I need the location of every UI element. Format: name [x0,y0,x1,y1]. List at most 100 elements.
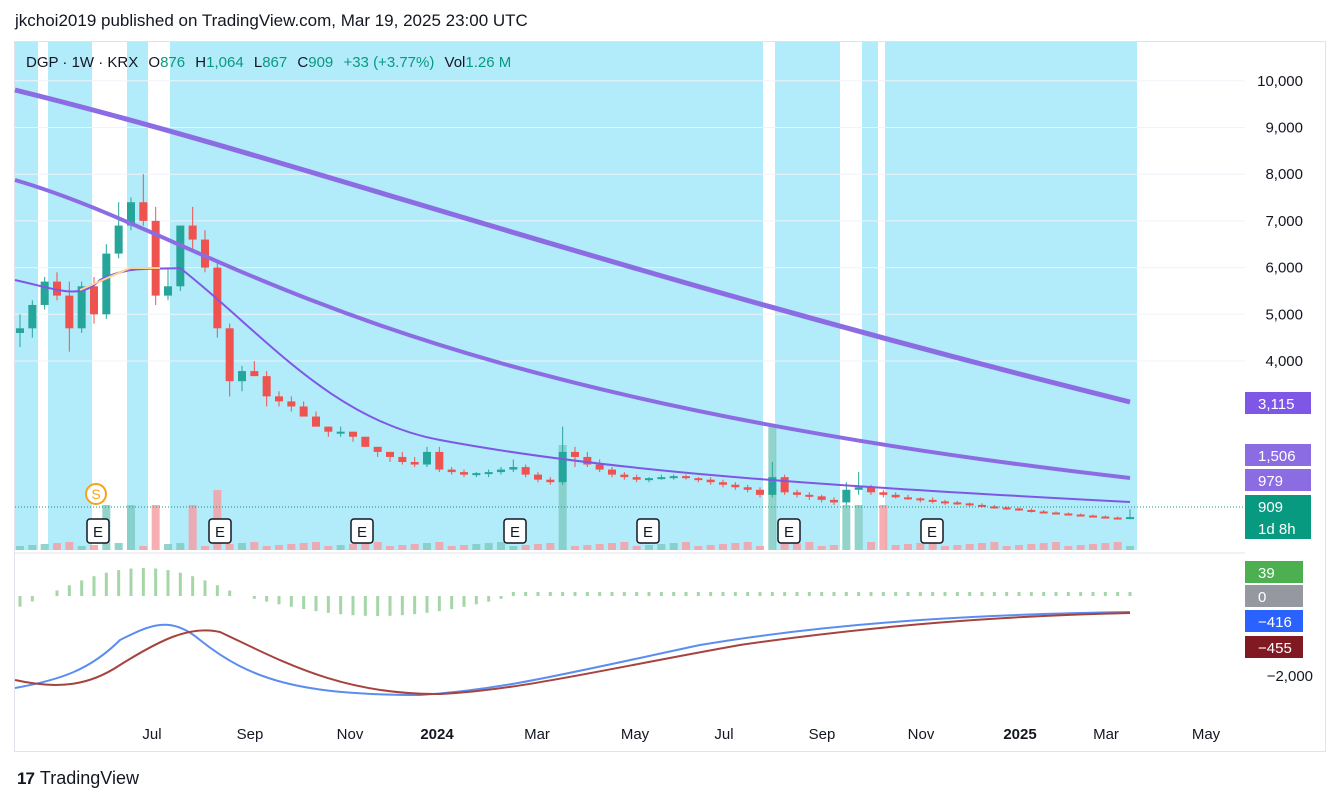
volume-bar-56 [706,545,715,550]
candle-body-59 [743,487,752,490]
volume-label: Vol [444,54,466,71]
close-label: C [297,54,309,71]
volume-bar-19 [250,542,259,550]
volume-bar-1 [28,545,37,550]
candle-body-2 [40,281,49,305]
volume-bar-69 [867,542,875,550]
volume-bar-82 [1027,544,1036,550]
candle-body-31 [398,456,407,462]
candle-body-41 [521,467,530,475]
candle-body-55 [694,478,703,481]
volume-bar-37 [472,544,481,550]
earnings-marker-box-5 [777,518,801,544]
macd-tag-2: −416 [1258,614,1292,631]
x-tick-2: Nov [337,726,364,743]
earnings-marker-box-4 [636,518,660,544]
band-4 [775,42,840,550]
volume-bar-59 [743,542,752,550]
candle-body-22 [287,401,296,407]
volume-bar-10 [139,546,148,550]
volume-bar-67 [842,505,851,550]
band-3 [170,42,763,550]
earnings-marker-3: E [510,524,520,541]
earnings-marker-box-3 [503,518,527,544]
candle-body-83 [1039,511,1048,514]
candle-body-34 [435,451,444,470]
volume-bar-70 [879,505,888,550]
candle-body-54 [682,476,690,479]
candle-body-85 [1064,513,1073,516]
candle-body-6 [90,286,98,315]
y-tick-3: 7,000 [1265,213,1303,230]
candle-body-42 [534,474,542,480]
volume-bar-74 [928,542,937,550]
candle-body-29 [373,446,382,452]
volume-bar-42 [534,544,542,550]
earnings-marker-box-0 [86,518,110,544]
earnings-marker-1: E [215,524,225,541]
y-tick-2: 8,000 [1265,166,1303,183]
volume-bar-27 [349,544,357,550]
volume-bar-20 [262,546,271,550]
candle-body-81 [1015,508,1023,511]
candle-body-51 [645,478,653,481]
volume-bar-40 [509,546,518,550]
volume-bar-73 [916,543,925,550]
macd-tag-3: −455 [1258,640,1292,657]
symbol-legend: DGP · 1W · KRX O876 H1,064 L867 C909 +33… [26,54,511,71]
volume-bar-26 [336,545,345,550]
volume-bar-13 [176,543,185,550]
tradingview-logo-icon: 17 [17,768,35,788]
volume-bar-22 [287,544,296,550]
candle-body-0 [16,328,24,333]
volume-bar-3 [53,543,61,550]
candle-body-70 [879,492,888,495]
volume-bar-2 [40,544,49,550]
volume-bar-90 [1126,546,1134,550]
candle-body-27 [349,431,357,437]
volume-bar-60 [756,546,764,550]
ma-mid-line [14,178,1131,480]
volume-bar-30 [386,546,394,550]
candle-body-90 [1126,517,1134,520]
candle-body-76 [953,502,962,505]
volume-bar-58 [731,543,740,550]
price-tag-bg-2 [1245,469,1311,491]
candle-body-84 [1052,512,1060,515]
price-tag-bg-3 [1245,495,1311,517]
brand-name: TradingView [39,768,139,788]
volume-bar-52 [657,544,666,550]
earnings-marker-0: E [93,524,103,541]
earnings-marker-4: E [643,524,653,541]
volume-bar-72 [904,544,912,550]
band-6 [885,42,1137,550]
footer-brand[interactable]: 17 TradingView [17,768,139,789]
candle-body-82 [1027,509,1036,512]
earnings-marker-2: E [357,524,367,541]
candle-body-45 [571,451,579,457]
volume-bar-35 [447,546,456,550]
price-tag-2: 979 [1258,473,1283,490]
volume-bar-6 [90,545,98,550]
volume-bar-47 [595,544,604,550]
x-tick-1: Sep [237,726,264,743]
volume-bar-24 [312,542,320,550]
candle-body-79 [990,506,999,509]
volume-bar-5 [77,546,86,550]
change-value: +33 (+3.77%) [343,54,435,71]
candle-body-61 [768,477,777,495]
event-markers: E E E E E E E S [85,483,944,544]
volume-bar-87 [1089,544,1097,550]
band-0 [15,42,38,550]
candle-body-32 [410,462,419,465]
volume-bar-41 [521,545,530,550]
candle-body-7 [102,253,111,315]
candle-body-39 [497,469,505,473]
earnings-marker-box-6 [920,518,944,544]
ma-segment [79,267,160,291]
volume-bar-71 [891,545,900,550]
volume-bar-51 [645,545,653,550]
volume-bar-15 [201,546,209,550]
candle-body-4 [65,295,74,329]
